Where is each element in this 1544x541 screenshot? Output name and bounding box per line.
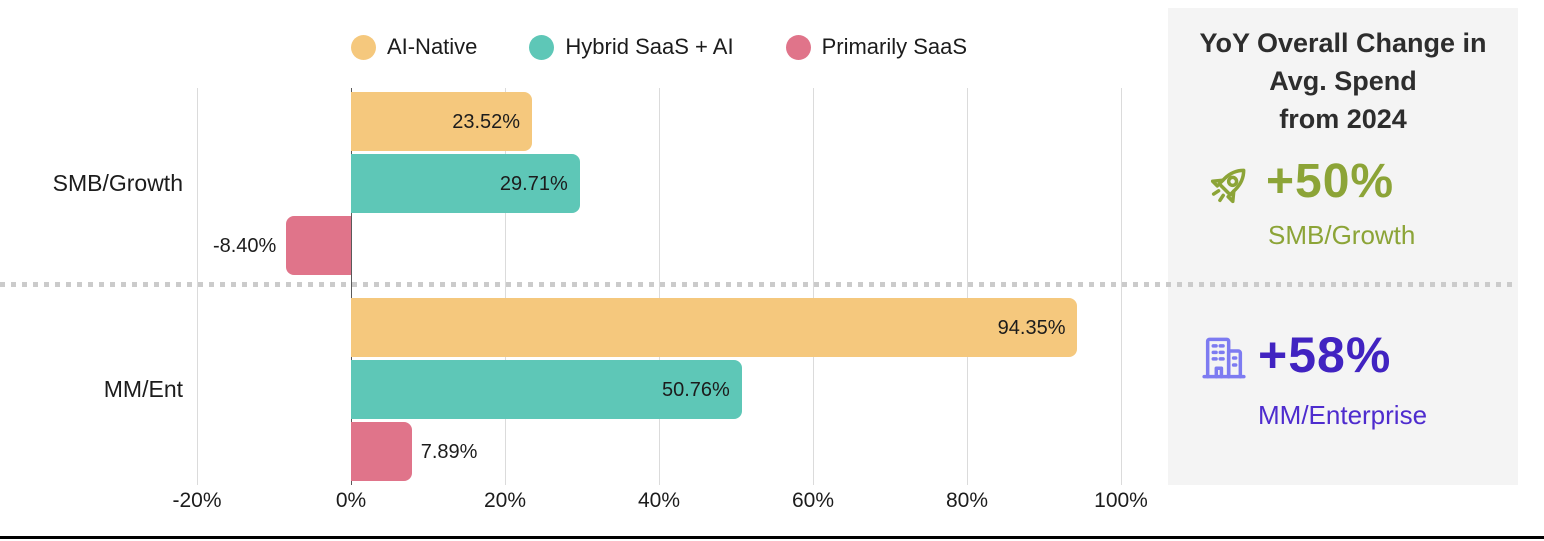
bar-ai-native [351, 92, 533, 151]
panel-title-line3: from 2024 [1279, 104, 1407, 134]
bar-hybrid-saas-ai [351, 154, 580, 213]
rocket-icon [1200, 158, 1256, 214]
x-axis-tick-label: 20% [483, 489, 527, 512]
x-axis-tick-label: 0% [335, 489, 367, 512]
smb-growth-change-label: SMB/Growth [1268, 220, 1416, 250]
bar-value-label: 29.71% [499, 172, 568, 195]
bar-value-label: 94.35% [997, 316, 1066, 339]
group-divider-dotted-line [0, 282, 1518, 287]
bar-primarily-saas [286, 216, 351, 275]
legend-item-hybrid-saas-ai: Hybrid SaaS + AI [529, 34, 734, 60]
x-axis-tick-label: 60% [791, 489, 835, 512]
legend-label: Hybrid SaaS + AI [565, 34, 734, 59]
legend-swatch-icon [785, 34, 811, 60]
smb-growth-change-value: +50% [1266, 155, 1395, 208]
legend-swatch-icon [529, 34, 555, 60]
bar-value-label: 50.76% [662, 378, 730, 401]
x-axis-tick-label: 100% [1094, 489, 1148, 512]
bar-value-label: 7.89% [420, 440, 478, 463]
building-icon [1196, 330, 1252, 386]
bar-primarily-saas [351, 422, 412, 481]
chart-legend: AI-Native Hybrid SaaS + AI Primarily SaaS [197, 34, 1121, 60]
panel-title: YoY Overall Change in Avg. Spend from 20… [1168, 24, 1518, 138]
category-label: MM/Ent [103, 375, 183, 402]
x-axis-tick-label: 40% [637, 489, 681, 512]
x-axis-tick-label: 80% [945, 489, 989, 512]
legend-label: AI-Native [386, 34, 478, 59]
bar-value-label: -8.40% [212, 234, 277, 257]
legend-item-ai-native: AI-Native [350, 34, 478, 60]
bar-value-label: 23.52% [452, 110, 521, 133]
bottom-rule [0, 536, 1544, 539]
bar-hybrid-saas-ai [351, 360, 742, 419]
mm-enterprise-change-value: +58% [1258, 327, 1392, 383]
panel-title-line2: Avg. Spend [1269, 66, 1417, 96]
legend-item-primarily-saas: Primarily SaaS [785, 34, 968, 60]
legend-label: Primarily SaaS [821, 34, 968, 59]
category-label: SMB/Growth [52, 169, 183, 196]
x-axis-tick-label: -20% [172, 489, 222, 512]
legend-swatch-icon [350, 34, 376, 60]
panel-title-line1: YoY Overall Change in [1199, 28, 1487, 58]
yoy-summary-panel: YoY Overall Change in Avg. Spend from 20… [1168, 8, 1518, 485]
bar-ai-native [351, 298, 1078, 357]
mm-enterprise-change-label: MM/Enterprise [1258, 400, 1428, 430]
